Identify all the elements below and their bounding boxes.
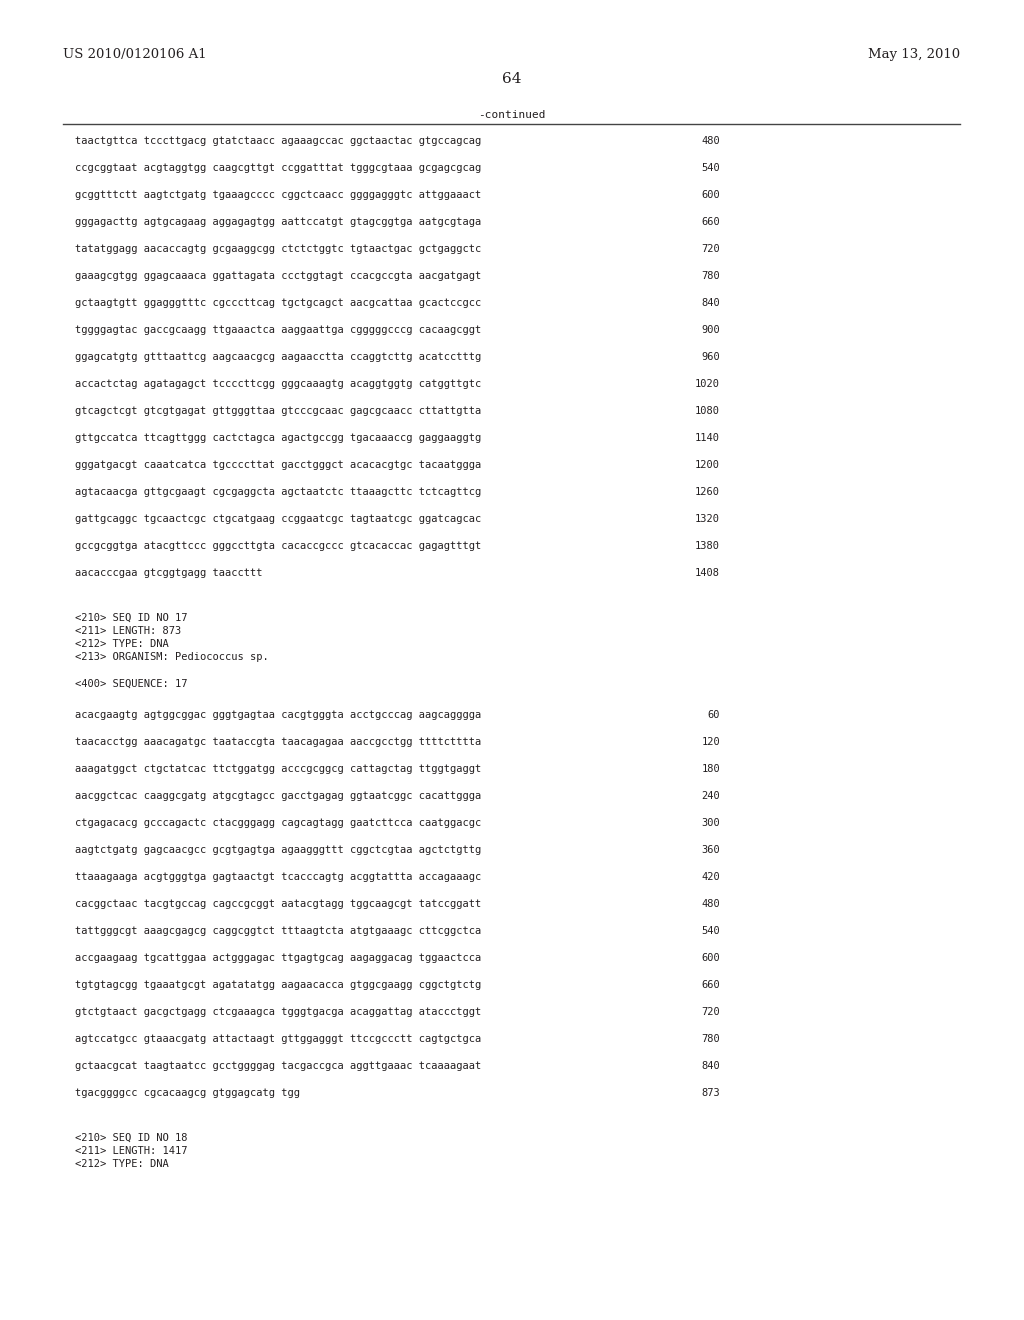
Text: gccgcggtga atacgttccc gggccttgta cacaccgccc gtcacaccac gagagtttgt: gccgcggtga atacgttccc gggccttgta cacaccg… xyxy=(75,541,481,550)
Text: 540: 540 xyxy=(701,927,720,936)
Text: taactgttca tcccttgacg gtatctaacc agaaagccac ggctaactac gtgccagcag: taactgttca tcccttgacg gtatctaacc agaaagc… xyxy=(75,136,481,147)
Text: 600: 600 xyxy=(701,190,720,201)
Text: gcggtttctt aagtctgatg tgaaagcccc cggctcaacc ggggagggtc attggaaact: gcggtttctt aagtctgatg tgaaagcccc cggctca… xyxy=(75,190,481,201)
Text: tgtgtagcgg tgaaatgcgt agatatatgg aagaacacca gtggcgaagg cggctgtctg: tgtgtagcgg tgaaatgcgt agatatatgg aagaaca… xyxy=(75,979,481,990)
Text: 1200: 1200 xyxy=(695,459,720,470)
Text: 480: 480 xyxy=(701,899,720,909)
Text: 840: 840 xyxy=(701,1061,720,1071)
Text: ccgcggtaat acgtaggtgg caagcgttgt ccggatttat tgggcgtaaa gcgagcgcag: ccgcggtaat acgtaggtgg caagcgttgt ccggatt… xyxy=(75,162,481,173)
Text: 420: 420 xyxy=(701,873,720,882)
Text: accactctag agatagagct tccccttcgg gggcaaagtg acaggtggtg catggttgtc: accactctag agatagagct tccccttcgg gggcaaa… xyxy=(75,379,481,389)
Text: 1320: 1320 xyxy=(695,513,720,524)
Text: ttaaagaaga acgtgggtga gagtaactgt tcacccagtg acggtattta accagaaagc: ttaaagaaga acgtgggtga gagtaactgt tcaccca… xyxy=(75,873,481,882)
Text: 660: 660 xyxy=(701,979,720,990)
Text: 64: 64 xyxy=(502,73,522,86)
Text: 660: 660 xyxy=(701,216,720,227)
Text: <212> TYPE: DNA: <212> TYPE: DNA xyxy=(75,639,169,649)
Text: gtcagctcgt gtcgtgagat gttgggttaa gtcccgcaac gagcgcaacc cttattgtta: gtcagctcgt gtcgtgagat gttgggttaa gtcccgc… xyxy=(75,407,481,416)
Text: <210> SEQ ID NO 17: <210> SEQ ID NO 17 xyxy=(75,612,187,623)
Text: 60: 60 xyxy=(708,710,720,719)
Text: gttgccatca ttcagttggg cactctagca agactgccgg tgacaaaccg gaggaaggtg: gttgccatca ttcagttggg cactctagca agactgc… xyxy=(75,433,481,444)
Text: 900: 900 xyxy=(701,325,720,335)
Text: 780: 780 xyxy=(701,1034,720,1044)
Text: tggggagtac gaccgcaagg ttgaaactca aaggaattga cgggggcccg cacaagcggt: tggggagtac gaccgcaagg ttgaaactca aaggaat… xyxy=(75,325,481,335)
Text: gattgcaggc tgcaactcgc ctgcatgaag ccggaatcgc tagtaatcgc ggatcagcac: gattgcaggc tgcaactcgc ctgcatgaag ccggaat… xyxy=(75,513,481,524)
Text: 1260: 1260 xyxy=(695,487,720,498)
Text: May 13, 2010: May 13, 2010 xyxy=(868,48,961,61)
Text: tatatggagg aacaccagtg gcgaaggcgg ctctctggtc tgtaactgac gctgaggctc: tatatggagg aacaccagtg gcgaaggcgg ctctctg… xyxy=(75,244,481,253)
Text: agtacaacga gttgcgaagt cgcgaggcta agctaatctc ttaaagcttc tctcagttcg: agtacaacga gttgcgaagt cgcgaggcta agctaat… xyxy=(75,487,481,498)
Text: aacggctcac caaggcgatg atgcgtagcc gacctgagag ggtaatcggc cacattggga: aacggctcac caaggcgatg atgcgtagcc gacctga… xyxy=(75,791,481,801)
Text: tattgggcgt aaagcgagcg caggcggtct tttaagtcta atgtgaaagc cttcggctca: tattgggcgt aaagcgagcg caggcggtct tttaagt… xyxy=(75,927,481,936)
Text: gtctgtaact gacgctgagg ctcgaaagca tgggtgacga acaggattag ataccctggt: gtctgtaact gacgctgagg ctcgaaagca tgggtga… xyxy=(75,1007,481,1016)
Text: 480: 480 xyxy=(701,136,720,147)
Text: 180: 180 xyxy=(701,764,720,774)
Text: 1408: 1408 xyxy=(695,568,720,578)
Text: gggatgacgt caaatcatca tgccccttat gacctgggct acacacgtgc tacaatggga: gggatgacgt caaatcatca tgccccttat gacctgg… xyxy=(75,459,481,470)
Text: <210> SEQ ID NO 18: <210> SEQ ID NO 18 xyxy=(75,1133,187,1143)
Text: 240: 240 xyxy=(701,791,720,801)
Text: aacacccgaa gtcggtgagg taaccttt: aacacccgaa gtcggtgagg taaccttt xyxy=(75,568,262,578)
Text: gaaagcgtgg ggagcaaaca ggattagata ccctggtagt ccacgccgta aacgatgagt: gaaagcgtgg ggagcaaaca ggattagata ccctggt… xyxy=(75,271,481,281)
Text: 600: 600 xyxy=(701,953,720,964)
Text: 120: 120 xyxy=(701,737,720,747)
Text: 960: 960 xyxy=(701,352,720,362)
Text: tgacggggcc cgcacaagcg gtggagcatg tgg: tgacggggcc cgcacaagcg gtggagcatg tgg xyxy=(75,1088,300,1098)
Text: gctaacgcat taagtaatcc gcctggggag tacgaccgca aggttgaaac tcaaaagaat: gctaacgcat taagtaatcc gcctggggag tacgacc… xyxy=(75,1061,481,1071)
Text: 720: 720 xyxy=(701,244,720,253)
Text: <213> ORGANISM: Pediococcus sp.: <213> ORGANISM: Pediococcus sp. xyxy=(75,652,268,663)
Text: 360: 360 xyxy=(701,845,720,855)
Text: gggagacttg agtgcagaag aggagagtgg aattccatgt gtagcggtga aatgcgtaga: gggagacttg agtgcagaag aggagagtgg aattcca… xyxy=(75,216,481,227)
Text: aagtctgatg gagcaacgcc gcgtgagtga agaagggttt cggctcgtaa agctctgttg: aagtctgatg gagcaacgcc gcgtgagtga agaaggg… xyxy=(75,845,481,855)
Text: <212> TYPE: DNA: <212> TYPE: DNA xyxy=(75,1159,169,1170)
Text: 720: 720 xyxy=(701,1007,720,1016)
Text: agtccatgcc gtaaacgatg attactaagt gttggagggt ttccgccctt cagtgctgca: agtccatgcc gtaaacgatg attactaagt gttggag… xyxy=(75,1034,481,1044)
Text: cacggctaac tacgtgccag cagccgcggt aatacgtagg tggcaagcgt tatccggatt: cacggctaac tacgtgccag cagccgcggt aatacgt… xyxy=(75,899,481,909)
Text: 1020: 1020 xyxy=(695,379,720,389)
Text: <211> LENGTH: 873: <211> LENGTH: 873 xyxy=(75,626,181,636)
Text: 840: 840 xyxy=(701,298,720,308)
Text: 1140: 1140 xyxy=(695,433,720,444)
Text: accgaagaag tgcattggaa actgggagac ttgagtgcag aagaggacag tggaactcca: accgaagaag tgcattggaa actgggagac ttgagtg… xyxy=(75,953,481,964)
Text: <400> SEQUENCE: 17: <400> SEQUENCE: 17 xyxy=(75,678,187,689)
Text: 1380: 1380 xyxy=(695,541,720,550)
Text: gctaagtgtt ggagggtttc cgcccttcag tgctgcagct aacgcattaa gcactccgcc: gctaagtgtt ggagggtttc cgcccttcag tgctgca… xyxy=(75,298,481,308)
Text: <211> LENGTH: 1417: <211> LENGTH: 1417 xyxy=(75,1146,187,1156)
Text: US 2010/0120106 A1: US 2010/0120106 A1 xyxy=(63,48,207,61)
Text: 873: 873 xyxy=(701,1088,720,1098)
Text: ggagcatgtg gtttaattcg aagcaacgcg aagaacctta ccaggtcttg acatcctttg: ggagcatgtg gtttaattcg aagcaacgcg aagaacc… xyxy=(75,352,481,362)
Text: 300: 300 xyxy=(701,818,720,828)
Text: ctgagacacg gcccagactc ctacgggagg cagcagtagg gaatcttcca caatggacgc: ctgagacacg gcccagactc ctacgggagg cagcagt… xyxy=(75,818,481,828)
Text: acacgaagtg agtggcggac gggtgagtaa cacgtgggta acctgcccag aagcagggga: acacgaagtg agtggcggac gggtgagtaa cacgtgg… xyxy=(75,710,481,719)
Text: taacacctgg aaacagatgc taataccgta taacagagaa aaccgcctgg ttttctttta: taacacctgg aaacagatgc taataccgta taacaga… xyxy=(75,737,481,747)
Text: 780: 780 xyxy=(701,271,720,281)
Text: -continued: -continued xyxy=(478,110,546,120)
Text: 1080: 1080 xyxy=(695,407,720,416)
Text: aaagatggct ctgctatcac ttctggatgg acccgcggcg cattagctag ttggtgaggt: aaagatggct ctgctatcac ttctggatgg acccgcg… xyxy=(75,764,481,774)
Text: 540: 540 xyxy=(701,162,720,173)
